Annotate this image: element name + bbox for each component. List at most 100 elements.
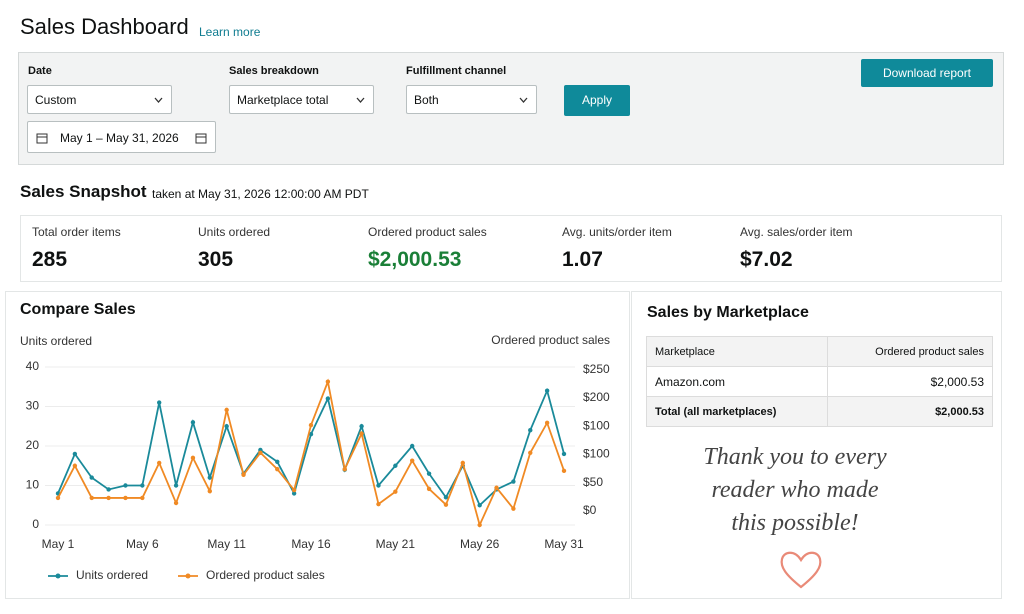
x-tick-label: May 11 [207,537,246,551]
data-point [511,506,516,511]
header-cell: Marketplace [646,336,829,367]
chevron [356,97,365,103]
data-point [106,487,111,492]
data-point [106,495,111,501]
data-point [123,495,128,501]
data-point [275,466,280,472]
data-point [89,475,94,480]
data-point [173,500,179,506]
channel-select[interactable]: Both [406,85,537,114]
series-line [57,378,565,528]
data-point [443,502,449,507]
y2-tick-label: $100 [583,418,610,432]
calendar-icon [36,133,48,144]
snapshot-timestamp: taken at May 31, 2026 12:00:00 AM PDT [152,187,369,201]
data-point [291,487,297,493]
y-tick-label: 10 [26,478,40,492]
data-point [410,443,415,449]
data-point [140,483,145,488]
x-tick-label: May 26 [460,537,500,551]
data-point [342,466,347,472]
legend-label: Ordered product sales [206,568,325,582]
data-point [207,475,212,480]
data-point [561,451,567,457]
cell: Total (all marketplaces) [646,396,829,427]
y2-tick-label: $200 [583,390,610,404]
metric-value: 1.07 [562,248,603,271]
metric-label: Ordered product sales [368,225,487,239]
chevron [519,97,528,103]
y-tick-label: 40 [26,359,40,373]
header-cell: Ordered product sales [827,336,993,367]
cell: Amazon.com [646,366,829,397]
data-point [426,486,432,492]
download-button[interactable]: Download report [861,59,993,87]
legend-dot [55,573,61,579]
y2-tick-label: $100 [583,447,610,461]
data-point [207,488,212,494]
data-point [410,458,415,463]
x-tick-label: May 16 [291,537,331,551]
data-point [528,450,533,455]
series-line [57,387,565,507]
data-point [359,424,364,429]
data-point [157,400,162,405]
note-line: reader who made [711,477,879,503]
date-range[interactable]: May 1 – May 31, 2026 [27,121,216,153]
heart [780,551,822,589]
data-point [190,420,196,425]
x-tick-label: May 31 [544,537,584,551]
breakdown-value: Marketplace total [237,93,329,107]
data-point [528,428,533,433]
metric-label: Avg. sales/order item [740,225,853,239]
x-tick-label: May 6 [126,537,159,551]
date-label: Date [28,65,52,77]
y2-tick-label: $50 [583,475,603,489]
apply-button[interactable]: Apply [564,85,630,116]
breakdown-select[interactable]: Marketplace total [229,85,374,114]
chart-title: Compare Sales [20,301,136,318]
data-point [477,503,482,508]
data-point [258,450,263,455]
page-title: Sales Dashboard [20,14,189,39]
data-point [443,495,449,500]
channel-label: Fulfillment channel [406,65,507,77]
total-row: Total (all marketplaces) $2,000.53 [646,396,993,427]
data-point [55,495,61,501]
metric-label: Avg. units/order item [562,225,672,239]
metrics-box [20,215,1002,282]
row: Amazon.com $2,000.53 [646,366,993,397]
x-tick-label: May 21 [376,537,416,551]
legend-dot [185,573,191,579]
data-point [544,388,550,393]
data-point [190,455,196,461]
header-row: Marketplace Ordered product sales [646,336,993,367]
data-point [511,479,516,484]
metric-value: 305 [198,248,234,271]
breakdown-label: Sales breakdown [229,65,319,77]
data-point [173,483,179,488]
data-point [544,420,550,426]
data-point [123,483,128,488]
y2-tick-label: $250 [583,362,610,376]
data-point [308,422,314,428]
data-point [393,489,398,494]
channel-value: Both [414,93,439,107]
metric-value: $7.02 [740,248,793,271]
calendar-icon [195,133,207,144]
data-point [291,491,297,496]
metric-label: Total order items [32,225,121,239]
learn-more-link[interactable]: Learn more [199,25,261,39]
note-line: this possible! [731,510,859,536]
data-point [460,460,465,466]
x-tick-label: May 1 [42,537,75,551]
snapshot-title: Sales Snapshot [20,182,147,201]
data-point [72,463,78,468]
y2-axis-label: Ordered product sales [491,333,610,347]
data-point [393,463,398,468]
date-select[interactable]: Custom [27,85,172,114]
y-tick-label: 0 [32,517,39,531]
data-point [561,468,567,474]
